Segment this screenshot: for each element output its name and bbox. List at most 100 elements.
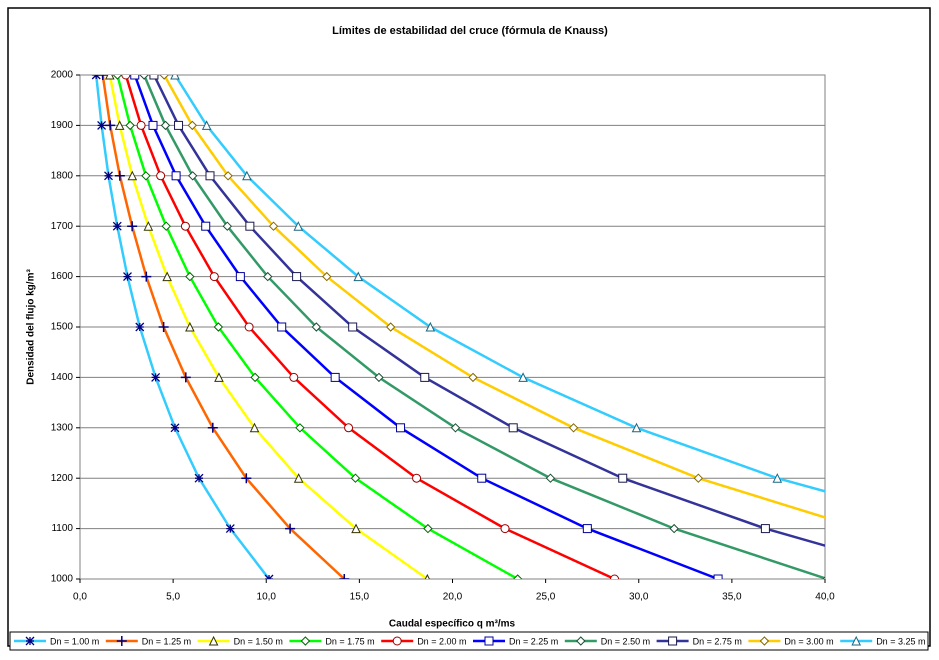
marker — [500, 524, 510, 534]
x-tick-label: 10,0 — [257, 592, 277, 603]
marker — [136, 120, 146, 130]
legend-label: Dn = 2.25 m — [509, 636, 558, 646]
marker — [222, 221, 233, 231]
marker — [484, 636, 494, 646]
y-tick-label: 1600 — [51, 271, 74, 282]
x-tick-label: 30,0 — [629, 592, 649, 603]
legend: Dn = 1.00 m Dn = 1.25 m Dn = 1.50 m Dn = 1.… — [14, 635, 925, 646]
plot — [91, 75, 825, 579]
marker — [344, 423, 354, 433]
marker — [185, 321, 195, 332]
marker — [207, 422, 218, 433]
marker — [322, 271, 332, 282]
marker — [141, 271, 152, 282]
marker — [669, 523, 679, 534]
marker — [194, 473, 204, 483]
marker — [25, 636, 35, 646]
marker — [518, 372, 528, 382]
marker — [114, 120, 125, 130]
marker — [241, 473, 252, 484]
marker — [123, 272, 132, 282]
marker — [295, 423, 305, 433]
x-tick-label: 0,0 — [73, 592, 87, 603]
marker — [141, 171, 151, 181]
marker — [201, 221, 211, 231]
marker — [161, 221, 171, 231]
y-tick-label: 2000 — [51, 70, 74, 81]
legend-label: Dn = 1.50 m — [234, 636, 283, 646]
marker — [135, 322, 145, 332]
marker — [285, 523, 296, 534]
marker — [187, 171, 198, 181]
marker — [112, 75, 123, 80]
marker — [139, 75, 149, 80]
marker — [143, 221, 154, 231]
grid — [80, 74, 825, 580]
marker — [412, 473, 422, 483]
marker — [187, 120, 198, 131]
marker — [158, 322, 169, 332]
marker — [610, 574, 620, 579]
marker — [250, 372, 260, 383]
marker — [162, 271, 172, 282]
legend-label: Dn = 2.00 m — [417, 636, 466, 646]
marker — [249, 422, 260, 433]
marker — [618, 473, 628, 483]
marker — [104, 75, 115, 80]
marker — [174, 120, 184, 130]
marker — [477, 473, 487, 483]
marker — [185, 271, 195, 282]
y-tick-label: 1500 — [51, 322, 74, 333]
marker — [180, 372, 191, 383]
marker — [772, 473, 783, 483]
y-tick-label: 1200 — [51, 473, 74, 484]
marker — [468, 372, 478, 383]
marker — [225, 524, 235, 534]
y-tick-label: 1800 — [51, 170, 74, 181]
marker — [392, 636, 402, 646]
legend-label: Dn = 2.50 m — [601, 636, 650, 646]
x-tick-label: 15,0 — [350, 592, 370, 603]
marker — [374, 372, 384, 383]
marker — [97, 120, 107, 130]
marker — [311, 322, 322, 332]
marker — [330, 372, 340, 382]
marker — [759, 636, 770, 646]
y-tick-label: 1300 — [51, 422, 74, 433]
marker — [97, 75, 108, 80]
legend-label: Dn = 3.00 m — [784, 636, 833, 646]
marker — [508, 423, 518, 433]
marker — [201, 120, 212, 130]
marker — [121, 75, 131, 80]
marker — [631, 422, 642, 433]
legend-label: Dn = 1.00 m — [50, 636, 99, 646]
ticks: 1000 1100 1200 1300 1400 1500 1600 1700 1800 1900… — [51, 70, 835, 603]
marker — [235, 272, 245, 282]
marker — [205, 171, 215, 181]
marker — [159, 75, 169, 80]
marker — [385, 322, 396, 332]
marker — [263, 271, 273, 282]
marker — [339, 574, 350, 579]
legend-label: Dn = 1.25 m — [142, 636, 191, 646]
marker — [822, 576, 825, 579]
marker — [396, 423, 406, 433]
marker — [348, 322, 358, 332]
marker — [242, 170, 252, 181]
marker — [245, 221, 255, 231]
marker — [127, 170, 138, 181]
marker — [125, 120, 135, 131]
marker — [423, 523, 433, 534]
marker — [160, 120, 171, 131]
marker — [213, 322, 224, 332]
marker — [289, 372, 299, 382]
marker — [171, 171, 181, 181]
marker — [223, 171, 233, 181]
marker — [582, 524, 592, 534]
marker — [760, 524, 770, 534]
marker — [545, 473, 556, 483]
marker — [116, 636, 127, 646]
x-tick-label: 35,0 — [722, 592, 742, 603]
marker — [148, 120, 158, 130]
